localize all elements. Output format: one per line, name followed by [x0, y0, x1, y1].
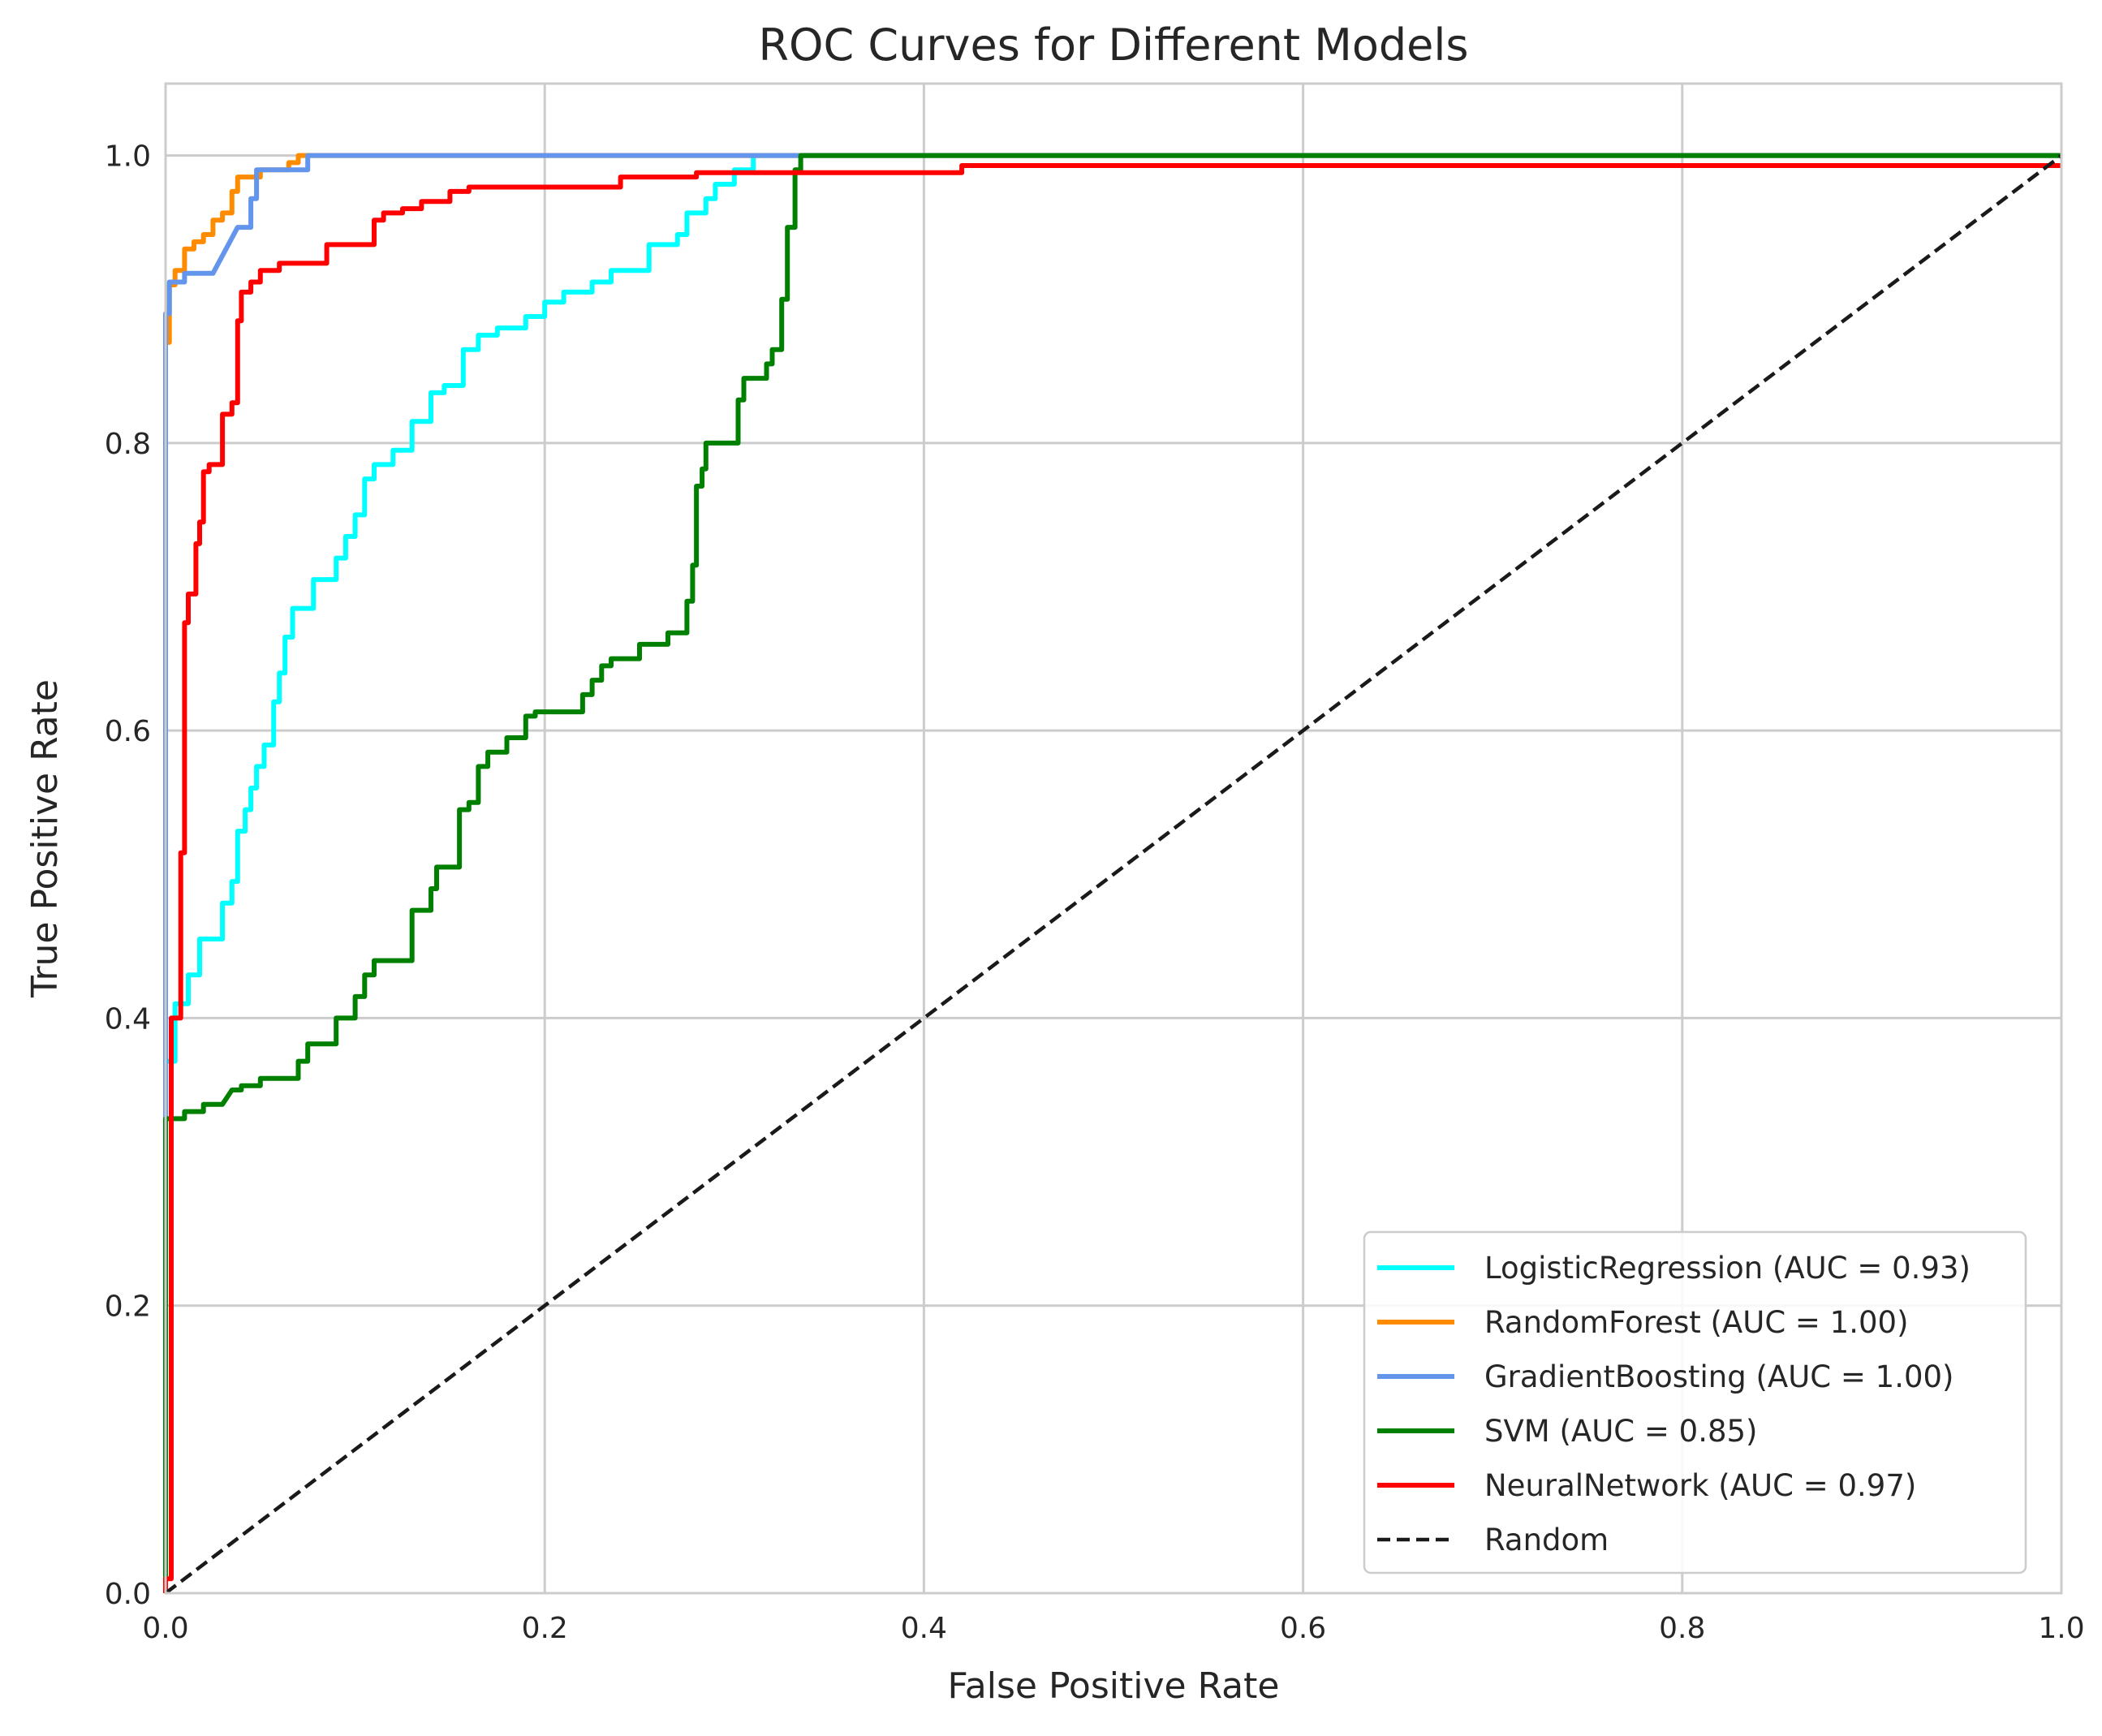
y-tick-label: 0.6	[105, 715, 151, 748]
legend-box	[1363, 1230, 2027, 1574]
x-axis-label: False Positive Rate	[948, 1665, 1280, 1707]
x-tick-label: 0.6	[1280, 1612, 1326, 1645]
plot-frame	[164, 82, 2063, 1595]
series-line-svm	[163, 153, 2061, 1593]
legend-label-randomforest: RandomForest (AUC = 1.00)	[1484, 1305, 1909, 1340]
x-tick-label: 0.4	[901, 1612, 947, 1645]
x-tick-label: 0.0	[142, 1612, 188, 1645]
y-tick-label: 0.0	[105, 1578, 151, 1611]
y-tick-label: 0.4	[105, 1002, 151, 1036]
chart-title: ROC Curves for Different Models	[759, 19, 1469, 71]
legend-label-neuralnetwork: NeuralNetwork (AUC = 0.97)	[1484, 1468, 1916, 1503]
legend-label-gradientboosting: GradientBoosting (AUC = 1.00)	[1484, 1359, 1953, 1394]
x-tick-label: 0.8	[1659, 1612, 1705, 1645]
series-line-logisticregression	[163, 153, 2061, 1593]
legend-label-random: Random	[1484, 1523, 1609, 1557]
x-tick-label: 1.0	[2038, 1612, 2084, 1645]
series-layer	[163, 153, 2063, 1595]
series-line-neuralnetwork	[163, 163, 2061, 1593]
series-line-gradientboosting	[163, 153, 2061, 1593]
tick-layer: 0.0 0.2 0.4 0.6 0.8 1.0 0.0 0.2 0.4 0.6 0.8 1.0	[105, 140, 2085, 1645]
y-tick-label: 1.0	[105, 140, 151, 174]
legend: LogisticRegression (AUC = 0.93) RandomFor…	[1363, 1230, 2027, 1574]
x-tick-label: 0.2	[522, 1612, 568, 1645]
y-tick-label: 0.2	[105, 1290, 151, 1324]
series-line-random	[164, 153, 2063, 1595]
y-axis-label: True Positive Rate	[24, 679, 66, 998]
legend-label-svm: SVM (AUC = 0.85)	[1484, 1414, 1758, 1449]
y-tick-label: 0.8	[105, 428, 151, 461]
legend-label-logisticregression: LogisticRegression (AUC = 0.93)	[1484, 1251, 1971, 1286]
